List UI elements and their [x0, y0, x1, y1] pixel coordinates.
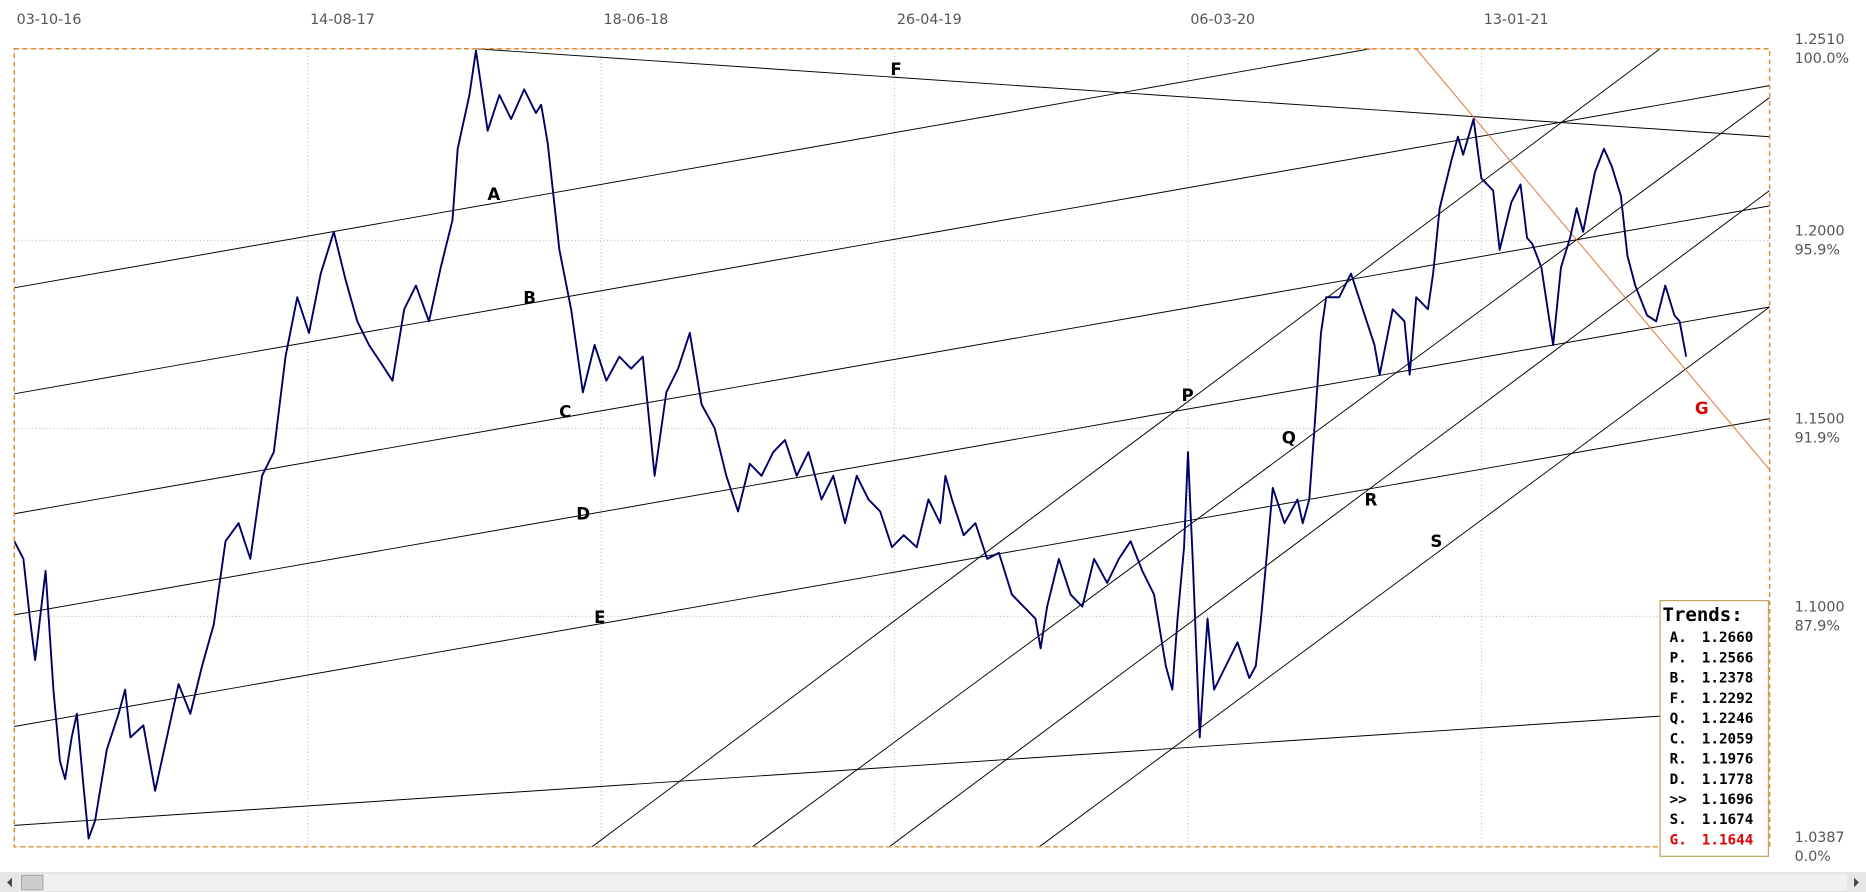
trend-value: 1.1778 — [1702, 772, 1754, 788]
y-tick-label: 1.0387 — [1795, 830, 1845, 846]
y-tick-label: 1.2000 — [1795, 224, 1845, 240]
trend-line — [14, 48, 1371, 289]
y-percent-label: 95.9% — [1795, 243, 1840, 259]
trend-key: D. — [1670, 772, 1687, 788]
trend-line — [14, 418, 1770, 727]
scrollbar[interactable] — [0, 872, 1866, 892]
trend-value: 1.1976 — [1702, 752, 1754, 768]
trend-value: 1.2292 — [1702, 691, 1754, 707]
x-tick-label: 13-01-21 — [1484, 12, 1549, 28]
trend-key: C. — [1670, 731, 1687, 747]
price-line — [14, 49, 1688, 840]
trend-line — [1039, 306, 1770, 847]
trend-value: 1.2660 — [1702, 630, 1754, 646]
price-area — [14, 49, 1688, 840]
y-tick-label: 1.2510 — [1795, 32, 1845, 48]
trend-key: G. — [1670, 832, 1687, 848]
x-tick-label: 14-08-17 — [310, 12, 375, 28]
plot-frame — [13, 48, 1771, 848]
trends-title: Trends: — [1663, 604, 1743, 626]
trend-line — [1415, 48, 1770, 471]
trend-key: Q. — [1670, 711, 1687, 727]
trend-value: 1.1674 — [1702, 812, 1754, 828]
trend-line — [14, 85, 1770, 395]
scroll-thumb[interactable] — [20, 874, 44, 891]
trend-label: G — [1695, 399, 1709, 418]
trend-line — [475, 48, 1770, 138]
trend-label: D — [576, 505, 590, 524]
x-tick-label: 06-03-20 — [1190, 12, 1255, 28]
trend-label: F — [890, 60, 901, 79]
x-tick-label: 26-04-19 — [897, 12, 962, 28]
trend-line — [752, 97, 1770, 847]
trend-label: S — [1430, 532, 1442, 551]
trend-line — [14, 205, 1770, 515]
trend-value: 1.2566 — [1702, 650, 1754, 666]
labels: 03-10-16 14-08-17 18-06-18 26-04-19 06-03-20… — [17, 12, 1849, 865]
y-percent-label: 100.0% — [1795, 51, 1849, 67]
scroll-left-arrow — [7, 877, 12, 888]
trend-label: Q — [1282, 429, 1296, 448]
trend-value: 1.2059 — [1702, 731, 1754, 747]
scroll-right-arrow — [1854, 877, 1859, 888]
trend-key: S. — [1670, 812, 1687, 828]
y-percent-label: 0.0% — [1795, 849, 1831, 865]
trend-label: P — [1182, 386, 1194, 405]
trend-label: C — [559, 402, 571, 421]
trend-label: R — [1365, 490, 1378, 509]
scroll-track[interactable] — [0, 872, 1866, 892]
x-tick-label: 03-10-16 — [17, 12, 82, 28]
trend-lines — [14, 48, 1770, 847]
trend-key: P. — [1670, 650, 1687, 666]
trend-value: 1.2246 — [1702, 711, 1754, 727]
trend-line — [889, 190, 1770, 847]
trend-value: 1.1644 — [1702, 832, 1754, 848]
trend-value: 1.1696 — [1702, 792, 1754, 808]
trend-label: E — [594, 608, 605, 627]
x-tick-label: 18-06-18 — [604, 12, 669, 28]
trend-line — [591, 48, 1661, 847]
y-tick-label: 1.1500 — [1795, 412, 1845, 428]
trend-key: A. — [1670, 630, 1687, 646]
trends-box: Trends: A. 1.2660 P. 1.2566 B. 1.2378 F. 1.2292… — [1659, 600, 1770, 857]
trend-line — [14, 306, 1770, 616]
trend-key: R. — [1670, 752, 1687, 768]
y-percent-label: 87.9% — [1795, 619, 1840, 635]
trend-line — [14, 708, 1770, 826]
y-tick-label: 1.1000 — [1795, 600, 1845, 616]
trend-value: 1.2378 — [1702, 671, 1754, 687]
trend-key: >> — [1670, 792, 1687, 808]
trend-label: A — [487, 185, 500, 204]
trend-label: B — [523, 288, 536, 307]
trends-box-frame — [1659, 600, 1770, 857]
y-percent-label: 91.9% — [1795, 431, 1840, 447]
trend-key: B. — [1670, 671, 1687, 687]
trend-key: F. — [1670, 691, 1687, 707]
